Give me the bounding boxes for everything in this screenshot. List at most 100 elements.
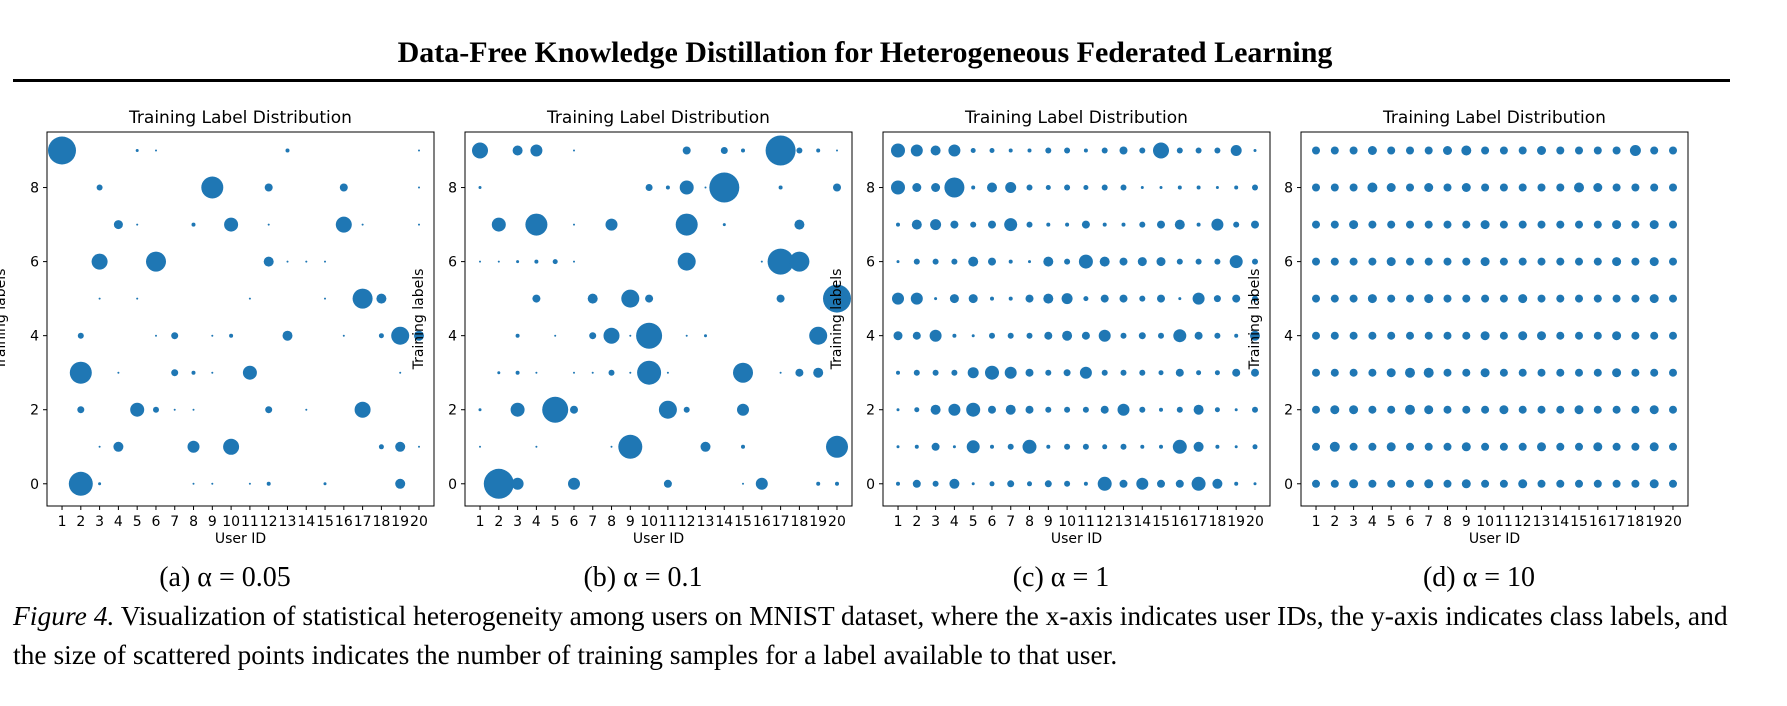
scatter-point <box>472 142 488 159</box>
scatter-point <box>1156 257 1166 267</box>
x-tick-label: 3 <box>513 514 522 530</box>
scatter-point <box>1669 368 1677 377</box>
scatter-point <box>914 444 919 449</box>
scatter-point <box>1214 147 1221 154</box>
scatter-point <box>1079 366 1092 379</box>
scatter-point <box>211 482 214 485</box>
scatter-point <box>1386 257 1396 267</box>
scatter-point <box>391 326 410 345</box>
x-tick-label: 19 <box>1645 514 1663 530</box>
scatter-point <box>966 440 980 454</box>
scatter-point <box>1330 220 1339 229</box>
scatter-point <box>704 186 707 189</box>
scatter-point <box>1518 331 1528 341</box>
scatter-point <box>535 445 538 448</box>
scatter-point <box>891 143 905 158</box>
scatter-point <box>911 219 922 230</box>
scatter-point <box>1252 295 1258 302</box>
scatter-point <box>1312 405 1320 414</box>
scatter-point <box>913 258 920 265</box>
scatter-point <box>1574 405 1584 415</box>
x-tick-label: 3 <box>95 514 104 530</box>
scatter-point <box>324 297 326 300</box>
y-tick-label: 0 <box>866 477 875 493</box>
x-tick-label: 5 <box>133 514 142 530</box>
scatter-point <box>658 400 677 419</box>
scatter-point <box>1575 257 1583 266</box>
scatter-point <box>645 294 654 303</box>
scatter-point <box>1046 444 1051 449</box>
scatter-point <box>722 223 726 227</box>
scatter-point <box>896 481 900 486</box>
scatter-point <box>1213 295 1221 303</box>
scatter-point <box>1406 146 1414 155</box>
scatter-point <box>1195 258 1202 265</box>
scatter-point <box>1462 331 1471 340</box>
scatter-point <box>950 220 959 229</box>
scatter-point <box>971 482 975 486</box>
scatter-point <box>1139 295 1146 302</box>
chart-title: Training Label Distribution <box>964 108 1188 128</box>
scatter-point <box>1368 479 1377 488</box>
scatter-point <box>395 441 406 452</box>
scatter-point <box>263 256 274 267</box>
scatter-point <box>742 482 744 485</box>
scatter-point <box>985 365 999 380</box>
scatter-point <box>1196 370 1202 376</box>
scatter-point <box>989 481 995 487</box>
figure-caption-text: Visualization of statistical heterogenei… <box>13 600 1728 670</box>
scatter-point <box>1575 294 1583 303</box>
scatter-point <box>1443 220 1452 229</box>
scatter-point <box>1443 183 1452 192</box>
subcaption-a: (a) α = 0.05 <box>159 562 291 593</box>
scatter-point <box>896 370 900 375</box>
scatter-point <box>1045 406 1052 413</box>
scatter-point <box>948 403 961 416</box>
scatter-point <box>1330 257 1339 266</box>
header-rule <box>13 79 1730 82</box>
scatter-point <box>1593 294 1602 303</box>
x-tick-label: 3 <box>931 514 940 530</box>
scatter-point <box>1650 183 1659 192</box>
scatter-point <box>1405 367 1415 378</box>
scatter-point <box>1669 442 1677 451</box>
x-tick-label: 1 <box>1312 514 1321 530</box>
scatter-point <box>1330 368 1339 377</box>
scatter-point <box>130 402 145 417</box>
scatter-point <box>68 471 93 496</box>
scatter-point <box>1593 405 1602 414</box>
x-tick-label: 4 <box>950 514 959 530</box>
scatter-point <box>1028 260 1031 264</box>
scatter-point <box>1593 257 1602 266</box>
scatter-point <box>1537 405 1546 414</box>
scatter-point <box>264 183 273 192</box>
scatter-point <box>1499 442 1508 451</box>
scatter-point <box>1008 259 1013 264</box>
scatter-point <box>1064 184 1071 191</box>
scatter-point <box>1083 296 1089 302</box>
scatter-point <box>737 403 749 416</box>
figure-caption-label: Figure 4. <box>13 600 115 631</box>
scatter-point <box>932 258 939 265</box>
scatter-point <box>1215 444 1220 449</box>
scatter-point <box>378 444 384 450</box>
scatter-point <box>1480 257 1490 267</box>
scatter-point <box>568 477 580 490</box>
scatter-point <box>1349 368 1358 377</box>
scatter-point <box>1196 185 1201 190</box>
scatter-point <box>418 223 420 226</box>
scatter-point <box>1100 294 1109 303</box>
x-tick-label: 11 <box>659 514 677 530</box>
scatter-point <box>1443 442 1452 451</box>
scatter-point <box>1007 443 1014 450</box>
scatter-point <box>1177 185 1182 190</box>
scatter-point <box>637 360 662 385</box>
scatter-point <box>1004 218 1018 232</box>
scatter-point <box>1387 146 1396 155</box>
scatter-point <box>1649 479 1659 489</box>
x-tick-label: 6 <box>152 514 161 530</box>
scatter-point <box>1253 482 1257 486</box>
scatter-point <box>542 396 569 423</box>
scatter-point <box>794 219 805 230</box>
scatter-point <box>570 405 578 414</box>
